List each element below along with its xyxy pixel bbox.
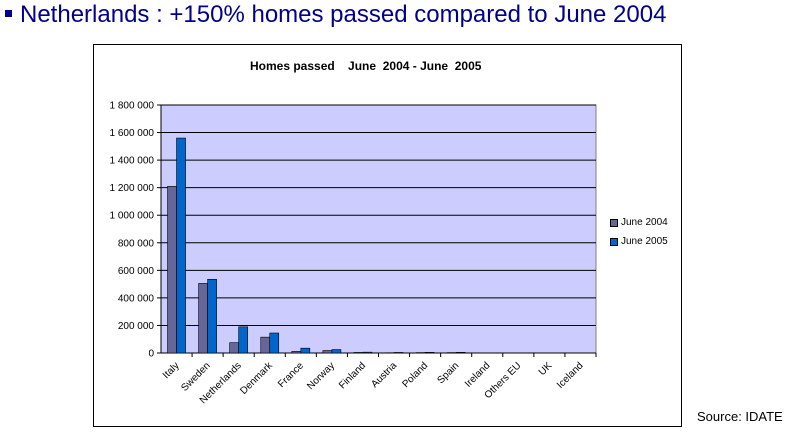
legend-label-2004: June 2004 (621, 217, 668, 228)
x-tick-label: Austria (369, 360, 399, 390)
x-tick-label: Poland (400, 360, 430, 390)
legend-swatch-2004 (610, 218, 618, 227)
legend-swatch-2005 (610, 237, 618, 246)
y-tick-label: 600 000 (118, 266, 155, 277)
bar-june-2005-france (300, 347, 311, 354)
source-note: Source: IDATE (697, 409, 783, 424)
bar-june-2005-norway (331, 349, 342, 354)
y-tick-label: 1 200 000 (110, 183, 155, 194)
bar-june-2004-norway (322, 350, 333, 354)
y-tick-label: 1 000 000 (110, 211, 155, 222)
y-tick-label: 200 000 (118, 321, 155, 332)
bar-june-2004-denmark (260, 336, 271, 354)
bar-june-2005-poland (424, 352, 435, 354)
bar-june-2005-denmark (269, 332, 280, 354)
bar-june-2004-sweden (198, 283, 208, 354)
x-tick-label: Denmark (238, 360, 275, 397)
legend: June 2004 June 2005 (610, 213, 668, 251)
bar-june-2005-spain (455, 352, 466, 354)
y-tick-label: 1 400 000 (110, 156, 155, 167)
bar-june-2005-sweden (207, 278, 217, 354)
bullet-icon (5, 10, 12, 18)
bar-june-2004-finland (353, 352, 364, 354)
slide-title: Netherlands : +150% homes passed compare… (3, 1, 666, 29)
chart-title: Homes passed June 2004 - June 2005 (250, 59, 482, 73)
bar-june-2005-netherlands (238, 326, 248, 354)
y-tick-label: 400 000 (118, 293, 155, 304)
bar-june-2004-netherlands (229, 342, 239, 354)
bar-june-2005-finland (362, 351, 373, 354)
y-tick-label: 1 800 000 (110, 101, 155, 112)
y-tick-label: 0 (148, 349, 154, 360)
x-tick-label: Spain (435, 360, 461, 386)
bar-june-2004-france (291, 351, 302, 354)
x-tick-label: France (276, 360, 306, 390)
slide-title-text: Netherlands : +150% homes passed compare… (20, 1, 667, 28)
x-tick-label: Ireland (463, 360, 492, 389)
bar-june-2004-italy (167, 185, 177, 354)
x-tick-label: Finland (337, 360, 368, 391)
bar-june-2005-austria (393, 352, 404, 354)
legend-item-2005: June 2005 (610, 232, 668, 251)
y-tick-label: 800 000 (118, 238, 155, 249)
legend-label-2005: June 2005 (621, 236, 668, 247)
x-tick-label: UK (537, 360, 555, 378)
x-tick-label: Iceland (555, 360, 586, 391)
legend-item-2004: June 2004 (610, 213, 668, 232)
bar-june-2005-italy (176, 137, 186, 354)
x-tick-label: Italy (161, 360, 182, 381)
plot-area (160, 104, 597, 354)
y-tick-label: 1 600 000 (110, 128, 155, 139)
x-tick-label: Norway (305, 360, 337, 392)
